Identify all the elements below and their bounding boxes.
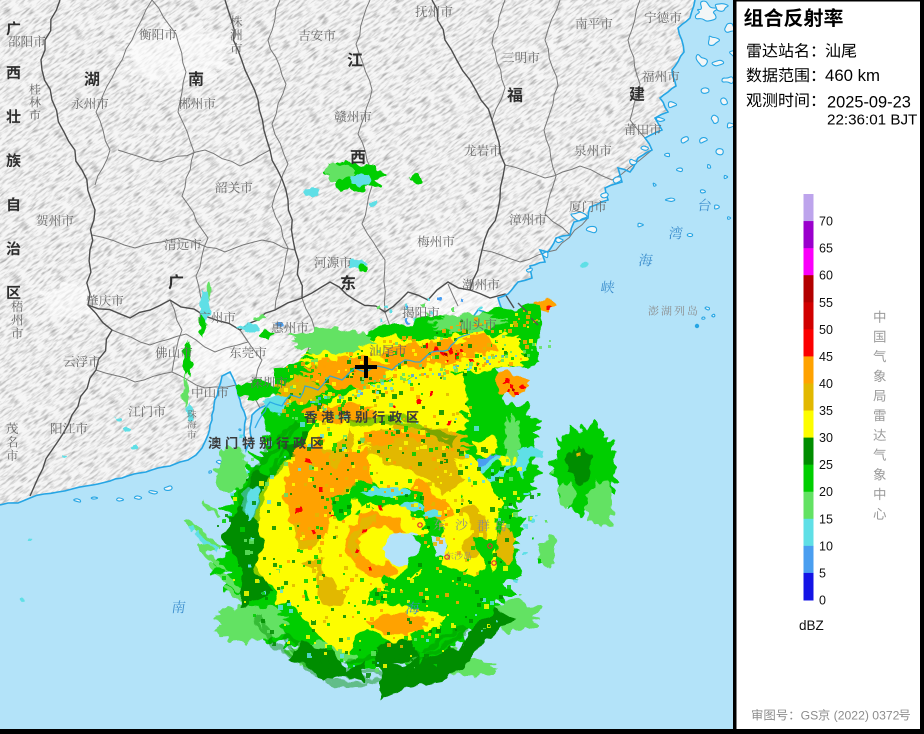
svg-text:70: 70 bbox=[819, 215, 833, 229]
svg-text:dBZ: dBZ bbox=[799, 618, 824, 633]
svg-text:35: 35 bbox=[819, 404, 833, 418]
svg-text:2025-09-23: 2025-09-23 bbox=[827, 94, 911, 112]
svg-text:10: 10 bbox=[819, 539, 833, 553]
svg-text:460 km: 460 km bbox=[825, 66, 880, 85]
svg-text:(2022) 0372: (2022) 0372 bbox=[830, 709, 899, 723]
svg-text:0: 0 bbox=[819, 594, 826, 608]
svg-text:30: 30 bbox=[819, 431, 833, 445]
svg-text:65: 65 bbox=[819, 242, 833, 256]
svg-text:22:36:01 BJT: 22:36:01 BJT bbox=[827, 112, 917, 129]
svg-text:50: 50 bbox=[819, 323, 833, 337]
svg-text:45: 45 bbox=[819, 350, 833, 364]
svg-text:55: 55 bbox=[819, 296, 833, 310]
svg-text:15: 15 bbox=[819, 512, 833, 526]
svg-text:GS: GS bbox=[801, 709, 819, 723]
svg-text:5: 5 bbox=[819, 566, 826, 580]
svg-text:25: 25 bbox=[819, 458, 833, 472]
svg-text:20: 20 bbox=[819, 485, 833, 499]
svg-text:40: 40 bbox=[819, 377, 833, 391]
svg-text:60: 60 bbox=[819, 269, 833, 283]
